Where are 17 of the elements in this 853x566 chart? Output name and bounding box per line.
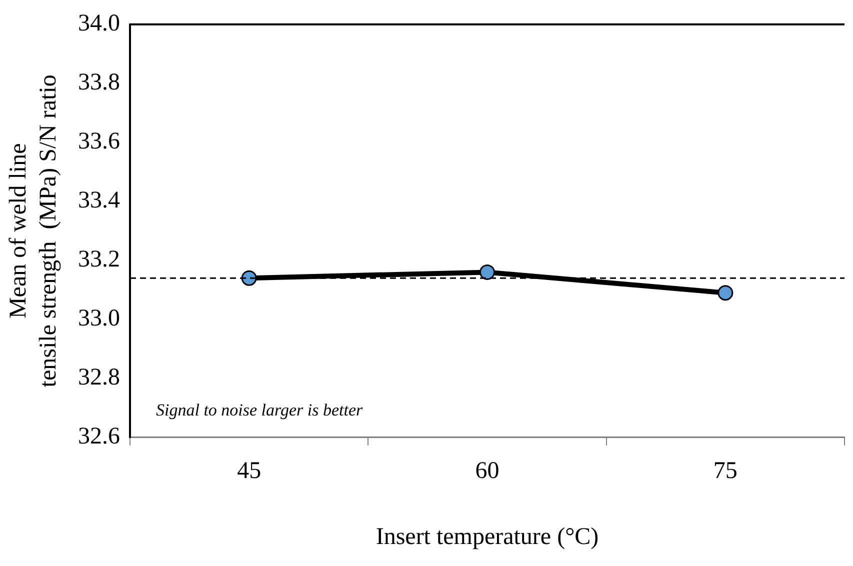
point <box>718 285 734 301</box>
y-tick-label: 32.8 <box>78 364 120 391</box>
point <box>241 270 257 286</box>
y-tick-label: 34.0 <box>78 10 120 37</box>
x-tick-label: 45 <box>237 458 262 484</box>
y-tick-label: 33.2 <box>78 246 120 273</box>
x-tick-label: 75 <box>713 458 738 484</box>
x-axis-title: Insert temperature (°C) <box>376 524 599 550</box>
point <box>480 264 495 280</box>
x-tick-label: 60 <box>475 458 500 484</box>
y-tick-label: 33.4 <box>78 188 120 214</box>
annotation: Signal to noise larger is better <box>156 400 364 420</box>
y-axis-title: Mean of weld line tensile strength (MPa) S/N ratio <box>5 74 62 388</box>
y-tick-label: 33.0 <box>78 306 120 332</box>
y-tick-label: 33.8 <box>78 70 120 96</box>
y-tick-label: 32.6 <box>78 424 120 450</box>
y-tick-label: 33.6 <box>78 128 120 155</box>
